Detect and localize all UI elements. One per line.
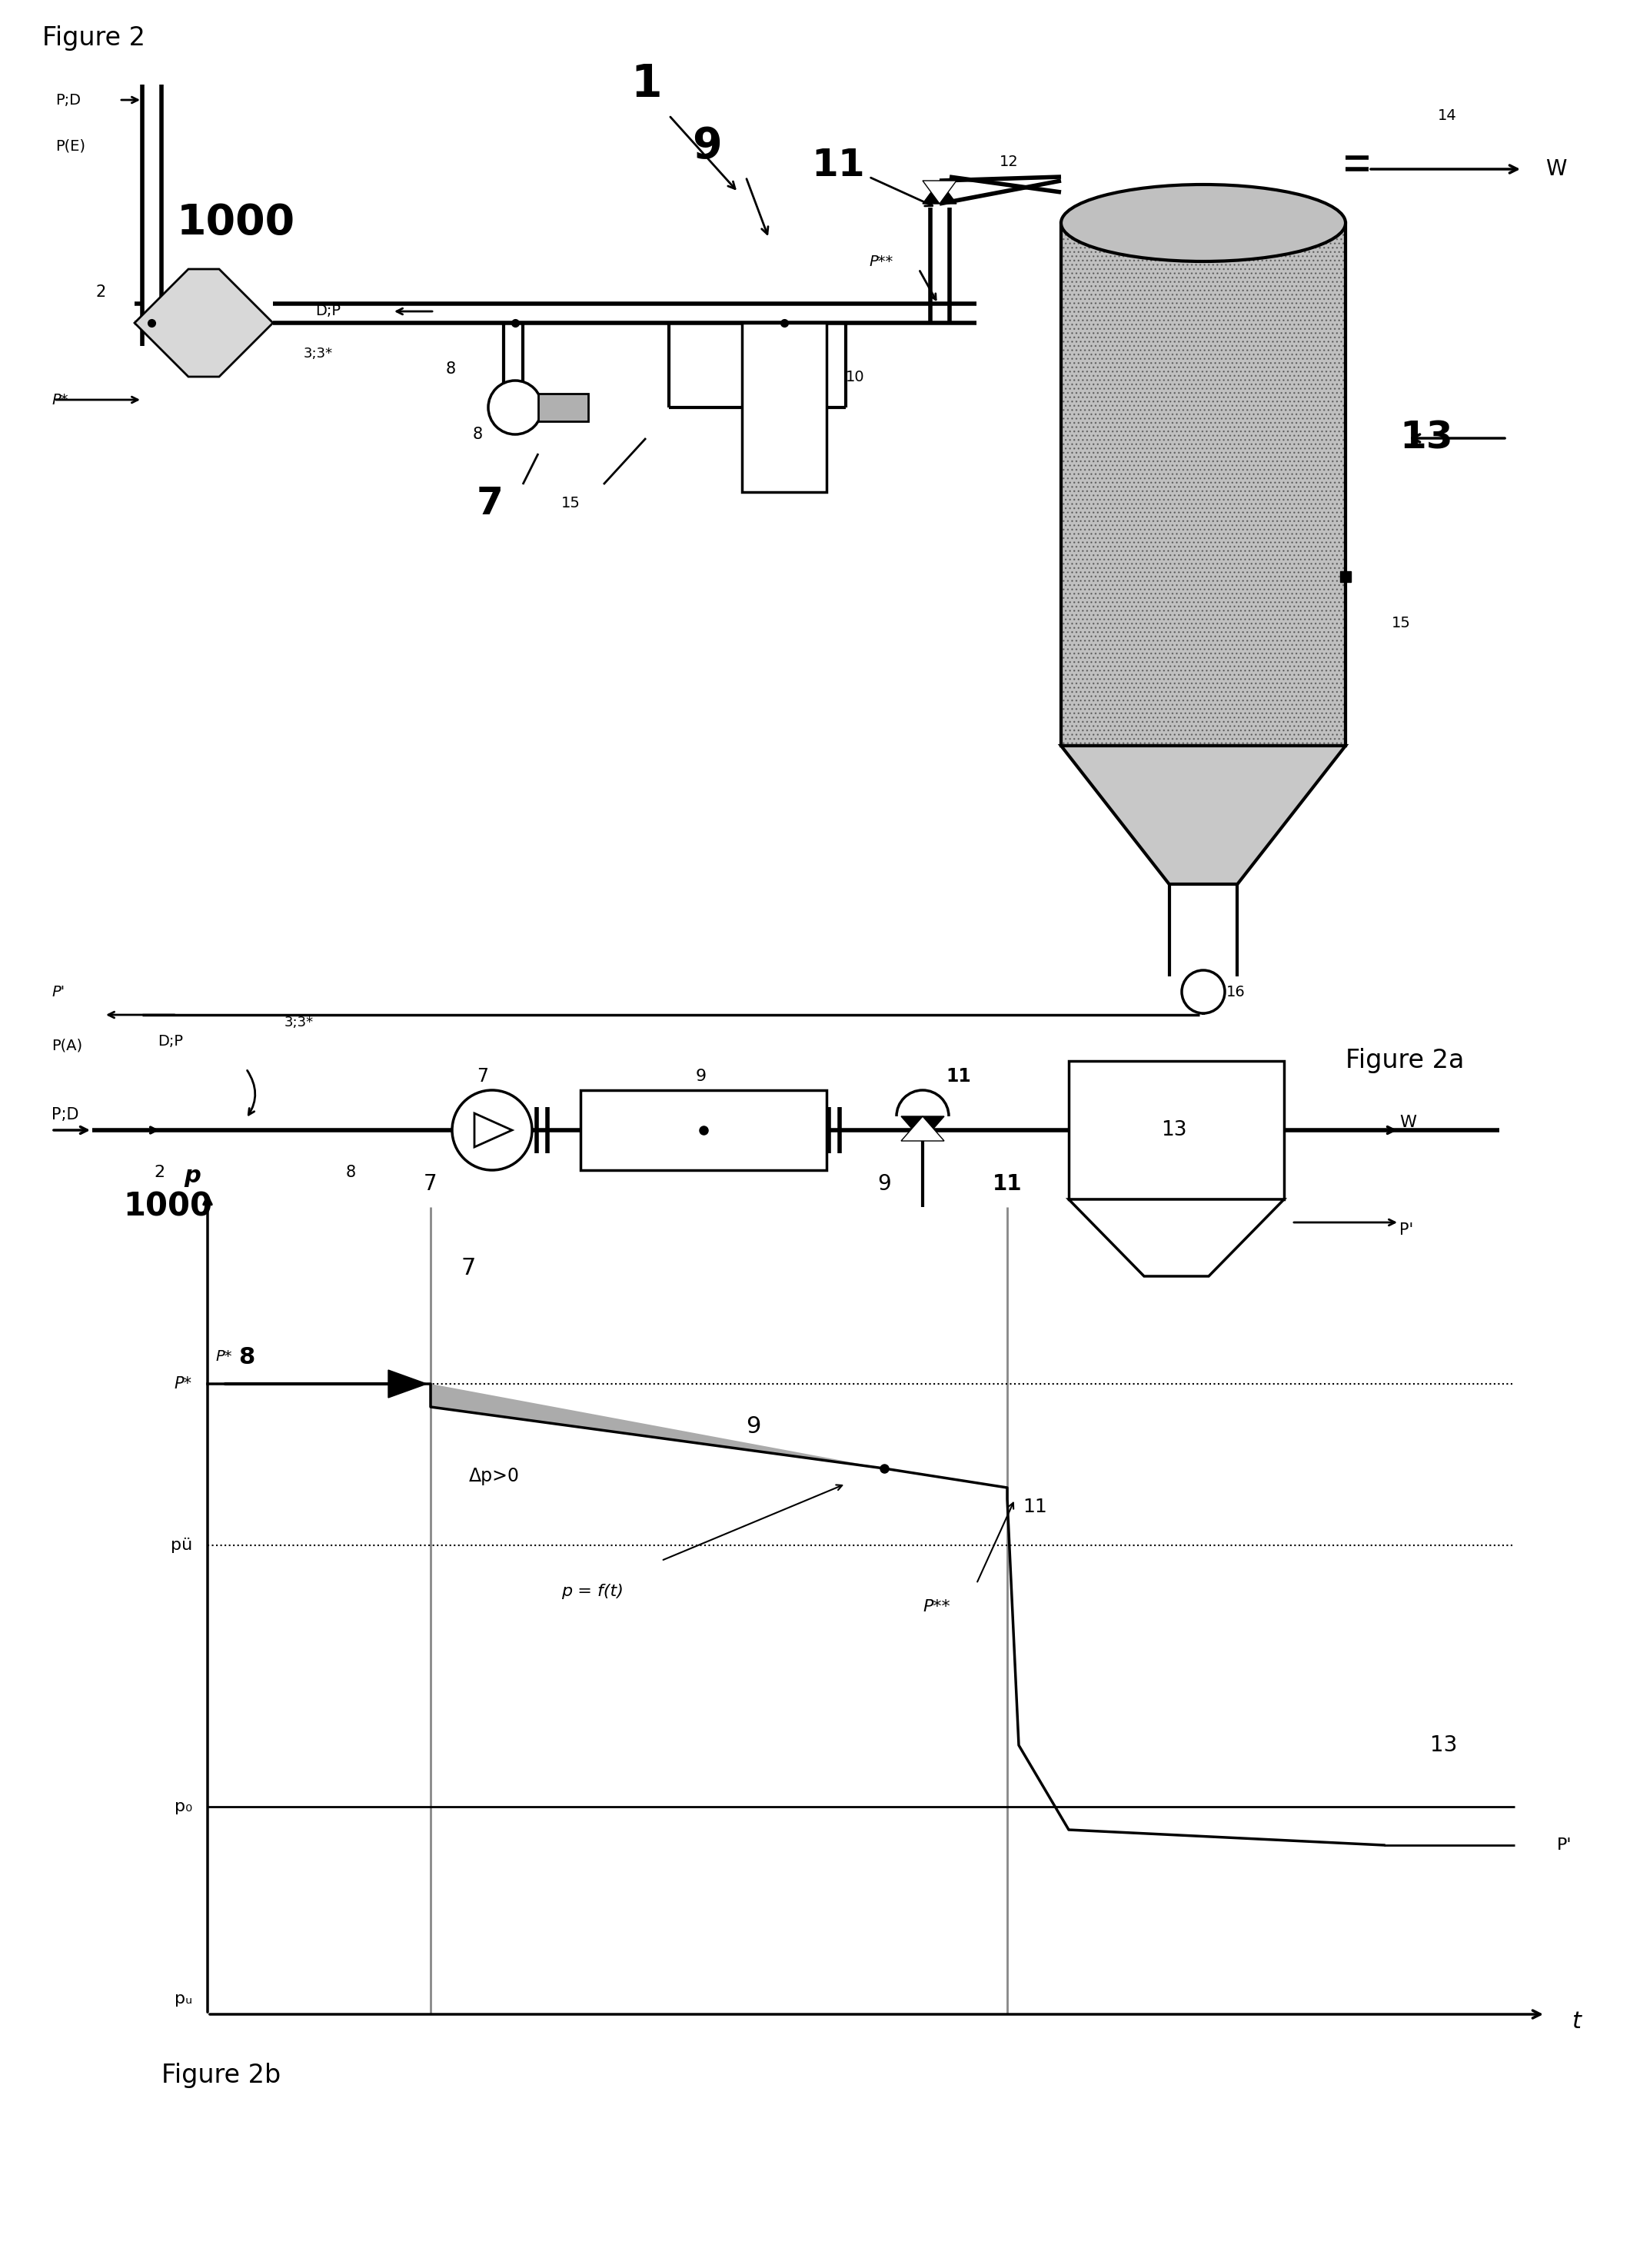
Text: 13: 13 — [1161, 1120, 1187, 1141]
Polygon shape — [923, 181, 956, 204]
Text: t: t — [1571, 2012, 1581, 2032]
Text: 6: 6 — [169, 349, 179, 365]
Text: 16: 16 — [1227, 984, 1245, 1000]
Text: 13: 13 — [1430, 1735, 1458, 1755]
Text: 2: 2 — [154, 1166, 164, 1179]
Text: P;D: P;D — [51, 1107, 79, 1123]
Text: W: W — [1399, 1116, 1417, 1129]
Text: 10: 10 — [846, 370, 864, 383]
Text: pü: pü — [171, 1538, 192, 1554]
Polygon shape — [134, 270, 272, 376]
Circle shape — [489, 381, 543, 435]
Polygon shape — [923, 181, 956, 204]
Text: 15: 15 — [1392, 615, 1410, 631]
Text: 7: 7 — [461, 1256, 476, 1279]
Text: P': P' — [51, 984, 64, 1000]
Text: 11: 11 — [1023, 1497, 1046, 1515]
Polygon shape — [431, 1383, 884, 1467]
Bar — [1061, 222, 1345, 746]
Text: 7: 7 — [477, 485, 503, 522]
Text: P*: P* — [51, 392, 67, 406]
Polygon shape — [900, 1116, 945, 1141]
Polygon shape — [1061, 746, 1345, 885]
Text: p = f(t): p = f(t) — [561, 1583, 623, 1599]
Text: P*: P* — [174, 1377, 192, 1393]
Polygon shape — [389, 1370, 426, 1397]
Text: 11: 11 — [992, 1173, 1022, 1195]
Polygon shape — [900, 1116, 945, 1141]
Text: 3;3*: 3;3* — [303, 347, 333, 361]
Text: 13: 13 — [1399, 420, 1453, 456]
Text: p₀: p₀ — [174, 1799, 192, 1814]
Text: pᵤ: pᵤ — [174, 1991, 192, 2007]
Circle shape — [453, 1091, 531, 1170]
Text: 9: 9 — [695, 1068, 707, 1084]
Circle shape — [1182, 971, 1225, 1014]
Text: 12: 12 — [999, 154, 1018, 168]
Text: P': P' — [1556, 1837, 1573, 1853]
Text: P;D: P;D — [56, 93, 80, 107]
Text: Figure 2: Figure 2 — [43, 25, 146, 52]
Text: 1: 1 — [630, 64, 661, 107]
Text: 9: 9 — [746, 1415, 761, 1438]
Text: P(E): P(E) — [56, 138, 85, 154]
Text: 1000: 1000 — [177, 202, 295, 243]
Text: p: p — [184, 1166, 200, 1188]
Text: 11: 11 — [946, 1068, 971, 1086]
Text: P**: P** — [869, 254, 892, 268]
Text: 8: 8 — [446, 361, 456, 376]
Text: 2: 2 — [97, 284, 107, 299]
Bar — [741, 322, 827, 492]
Text: 14: 14 — [1438, 109, 1456, 122]
Text: Figure 2a: Figure 2a — [1345, 1048, 1465, 1073]
Text: P(A): P(A) — [51, 1039, 82, 1052]
Text: 9: 9 — [877, 1173, 891, 1195]
Text: 1000: 1000 — [123, 1191, 212, 1222]
Text: 11: 11 — [812, 147, 864, 184]
Text: W: W — [1545, 159, 1566, 179]
Text: 7: 7 — [477, 1068, 489, 1086]
Text: 3;3*: 3;3* — [284, 1016, 313, 1030]
Text: P**: P** — [923, 1599, 950, 1615]
Text: 9: 9 — [692, 125, 722, 168]
Text: Figure 2b: Figure 2b — [161, 2064, 280, 2089]
Bar — [1069, 1061, 1284, 1200]
Text: P': P' — [1399, 1222, 1414, 1238]
Text: 8: 8 — [346, 1166, 356, 1179]
Bar — [538, 395, 589, 422]
Text: D;P: D;P — [157, 1034, 184, 1050]
Text: Δp>0: Δp>0 — [469, 1467, 520, 1486]
Text: D;P: D;P — [315, 304, 341, 320]
Ellipse shape — [1061, 184, 1345, 261]
Text: 15: 15 — [561, 497, 581, 510]
Text: 7: 7 — [423, 1173, 438, 1195]
Text: 8: 8 — [238, 1345, 254, 1368]
Text: P*: P* — [215, 1349, 231, 1365]
Polygon shape — [1069, 1200, 1284, 1277]
Bar — [581, 1091, 827, 1170]
Text: 8: 8 — [472, 426, 482, 442]
Bar — [1061, 222, 1345, 746]
